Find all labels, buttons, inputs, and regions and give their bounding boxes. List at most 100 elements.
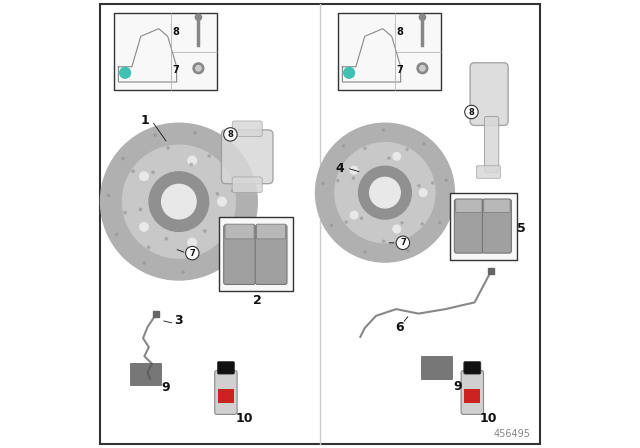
Circle shape bbox=[149, 172, 209, 231]
Circle shape bbox=[419, 14, 426, 21]
Circle shape bbox=[190, 163, 193, 166]
Circle shape bbox=[196, 65, 201, 71]
Circle shape bbox=[186, 246, 199, 260]
Text: 1: 1 bbox=[141, 114, 150, 128]
Circle shape bbox=[124, 211, 126, 214]
Text: 8: 8 bbox=[397, 27, 404, 37]
FancyBboxPatch shape bbox=[218, 389, 234, 403]
Circle shape bbox=[360, 217, 363, 220]
Circle shape bbox=[208, 155, 211, 157]
Circle shape bbox=[195, 14, 202, 21]
Text: 8: 8 bbox=[468, 108, 474, 116]
Text: 7: 7 bbox=[173, 65, 179, 75]
Circle shape bbox=[147, 246, 150, 249]
Circle shape bbox=[189, 254, 191, 257]
Circle shape bbox=[188, 156, 196, 165]
Circle shape bbox=[193, 63, 204, 73]
Circle shape bbox=[370, 177, 400, 208]
Circle shape bbox=[417, 63, 428, 73]
Circle shape bbox=[232, 190, 234, 192]
FancyBboxPatch shape bbox=[225, 224, 254, 239]
FancyBboxPatch shape bbox=[464, 362, 481, 374]
Circle shape bbox=[162, 185, 196, 219]
FancyBboxPatch shape bbox=[421, 356, 452, 379]
Circle shape bbox=[358, 166, 412, 219]
Text: 2: 2 bbox=[253, 293, 262, 307]
Circle shape bbox=[345, 221, 348, 223]
FancyBboxPatch shape bbox=[483, 199, 511, 253]
Circle shape bbox=[439, 221, 441, 224]
Circle shape bbox=[132, 170, 134, 172]
Circle shape bbox=[216, 193, 218, 195]
Text: 6: 6 bbox=[396, 321, 404, 335]
Circle shape bbox=[431, 182, 434, 184]
Circle shape bbox=[140, 223, 148, 231]
FancyBboxPatch shape bbox=[232, 121, 262, 137]
Circle shape bbox=[420, 65, 425, 71]
Circle shape bbox=[140, 208, 141, 211]
Circle shape bbox=[218, 197, 227, 206]
Circle shape bbox=[388, 157, 390, 159]
Circle shape bbox=[335, 142, 435, 243]
Circle shape bbox=[364, 147, 366, 150]
FancyBboxPatch shape bbox=[461, 370, 484, 414]
Circle shape bbox=[247, 186, 250, 189]
Text: 7: 7 bbox=[189, 249, 195, 258]
FancyBboxPatch shape bbox=[484, 199, 510, 213]
Circle shape bbox=[122, 157, 124, 160]
Circle shape bbox=[152, 171, 154, 173]
Circle shape bbox=[108, 194, 110, 197]
Circle shape bbox=[419, 189, 427, 197]
Circle shape bbox=[120, 68, 131, 78]
FancyBboxPatch shape bbox=[218, 362, 234, 374]
FancyBboxPatch shape bbox=[219, 217, 293, 291]
Circle shape bbox=[316, 123, 454, 262]
FancyBboxPatch shape bbox=[255, 225, 287, 284]
Circle shape bbox=[382, 129, 385, 131]
Circle shape bbox=[406, 250, 409, 252]
Circle shape bbox=[364, 251, 366, 253]
FancyBboxPatch shape bbox=[221, 130, 273, 184]
Circle shape bbox=[350, 211, 358, 219]
FancyBboxPatch shape bbox=[232, 177, 262, 193]
Circle shape bbox=[188, 238, 196, 247]
Circle shape bbox=[418, 185, 420, 187]
Circle shape bbox=[350, 166, 358, 174]
Circle shape bbox=[223, 231, 226, 233]
Circle shape bbox=[423, 142, 425, 145]
Text: 8: 8 bbox=[228, 130, 233, 139]
Circle shape bbox=[445, 179, 447, 181]
Circle shape bbox=[322, 182, 324, 185]
Circle shape bbox=[352, 177, 355, 179]
Circle shape bbox=[421, 223, 423, 225]
Text: 4: 4 bbox=[336, 161, 344, 175]
Circle shape bbox=[143, 262, 145, 264]
FancyBboxPatch shape bbox=[114, 13, 217, 90]
Text: 5: 5 bbox=[517, 222, 526, 235]
FancyBboxPatch shape bbox=[450, 193, 517, 260]
Circle shape bbox=[330, 224, 333, 226]
Circle shape bbox=[465, 105, 478, 119]
FancyBboxPatch shape bbox=[257, 224, 285, 239]
FancyBboxPatch shape bbox=[338, 13, 441, 90]
FancyBboxPatch shape bbox=[470, 63, 508, 125]
Circle shape bbox=[154, 134, 156, 136]
Circle shape bbox=[344, 68, 355, 78]
Circle shape bbox=[122, 145, 236, 258]
Circle shape bbox=[219, 258, 221, 260]
Circle shape bbox=[401, 222, 403, 224]
FancyBboxPatch shape bbox=[476, 166, 500, 178]
Circle shape bbox=[406, 148, 408, 151]
Circle shape bbox=[337, 180, 339, 182]
FancyBboxPatch shape bbox=[464, 389, 481, 403]
Text: 10: 10 bbox=[235, 412, 253, 426]
Text: 9: 9 bbox=[161, 381, 170, 394]
Text: 3: 3 bbox=[175, 314, 183, 327]
Circle shape bbox=[140, 172, 148, 181]
Circle shape bbox=[396, 236, 410, 250]
Text: 9: 9 bbox=[454, 379, 462, 393]
Circle shape bbox=[393, 152, 401, 160]
Circle shape bbox=[167, 146, 169, 149]
FancyBboxPatch shape bbox=[224, 225, 255, 284]
Text: 10: 10 bbox=[479, 412, 497, 426]
